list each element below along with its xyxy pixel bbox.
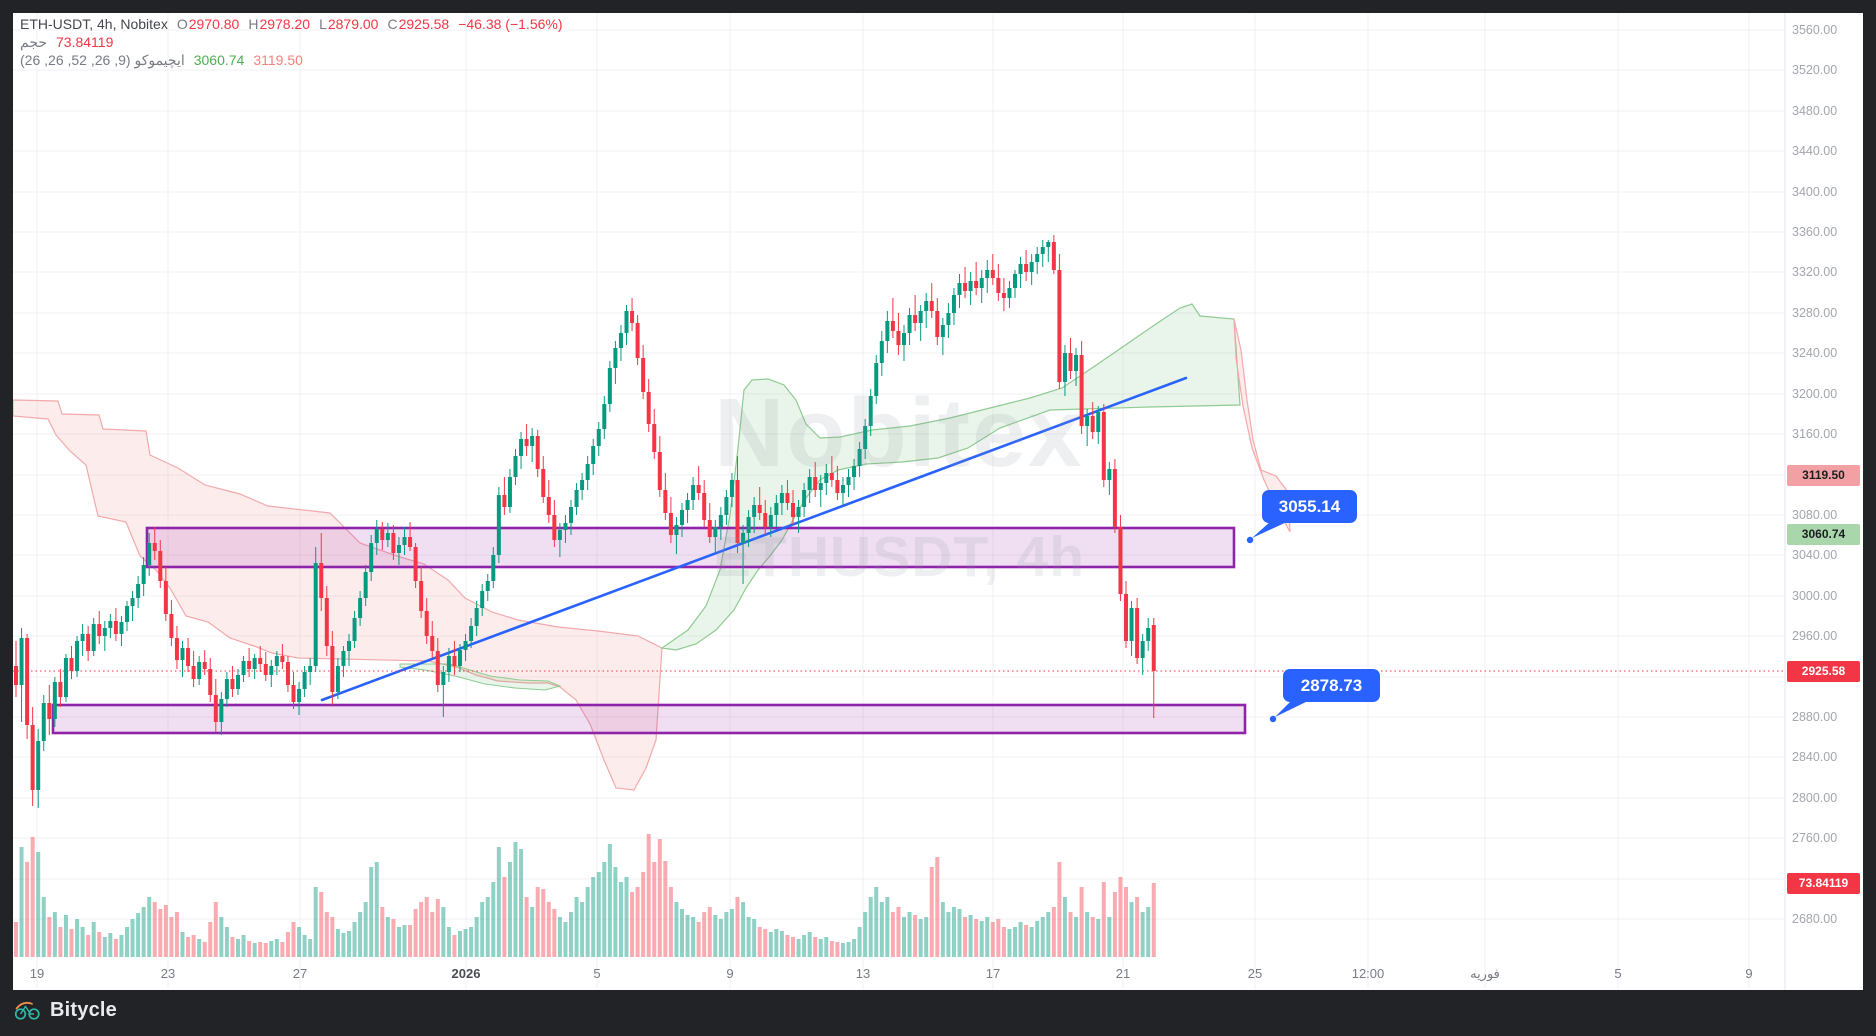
frame-left [0, 0, 13, 1036]
svg-text:25: 25 [1248, 966, 1262, 981]
callout-3055[interactable]: 3055.14 [1262, 490, 1357, 523]
svg-text:23: 23 [161, 966, 175, 981]
svg-text:17: 17 [986, 966, 1000, 981]
frame-top [0, 0, 1876, 13]
candles-layer [14, 235, 1156, 808]
open-value: 2970.80 [188, 16, 240, 32]
svg-text:3480.00: 3480.00 [1792, 104, 1837, 118]
svg-text:3080.00: 3080.00 [1792, 508, 1837, 522]
senkou-a-value: 3060.74 [193, 52, 245, 68]
bitycle-logo[interactable]: Bitycle [14, 999, 117, 1022]
callout-2878[interactable]: 2878.73 [1283, 669, 1380, 702]
callout-2878-anchor[interactable] [1269, 715, 1277, 723]
legend-volume-row[interactable]: حجم 73.84119 [20, 33, 563, 51]
close-label: C [387, 16, 398, 32]
svg-text:2960.00: 2960.00 [1792, 629, 1837, 643]
svg-text:21: 21 [1116, 966, 1130, 981]
change-value: −46.38 (−1.56%) [458, 16, 563, 32]
volume-value: 73.84119 [56, 34, 114, 50]
high-value: 2978.20 [259, 16, 311, 32]
svg-text:27: 27 [293, 966, 307, 981]
svg-text:19: 19 [30, 966, 44, 981]
svg-text:فوریه: فوریه [1470, 966, 1500, 982]
svg-text:3400.00: 3400.00 [1792, 185, 1837, 199]
svg-text:2880.00: 2880.00 [1792, 710, 1837, 724]
callout-3055-anchor[interactable] [1246, 536, 1254, 544]
volume-label: حجم [20, 34, 48, 50]
svg-text:3360.00: 3360.00 [1792, 225, 1837, 239]
high-label: H [248, 16, 259, 32]
low-label: L [319, 16, 327, 32]
svg-text:3520.00: 3520.00 [1792, 63, 1837, 77]
svg-text:3280.00: 3280.00 [1792, 306, 1837, 320]
svg-text:2026: 2026 [452, 966, 481, 981]
legend-ichimoku-row[interactable]: ایچیموکو (9, 26, 52, 26, 26) 3060.74 311… [20, 51, 563, 69]
svg-text:3560.00: 3560.00 [1792, 23, 1837, 37]
legend-ohlc-row[interactable]: ETH-USDT, 4h, Nobitex O 2970.80 H 2978.20 … [20, 15, 563, 33]
bitycle-bike-icon [14, 1001, 40, 1020]
bitycle-brand-label: Bitycle [50, 999, 117, 1021]
callout-3055-tail [1252, 521, 1289, 538]
svg-text:3240.00: 3240.00 [1792, 346, 1837, 360]
plot-background [13, 13, 1863, 990]
senkou-b-value: 3119.50 [253, 52, 303, 68]
senkou-b-price-badge: 3119.50 [1787, 464, 1860, 486]
svg-text:2840.00: 2840.00 [1792, 750, 1837, 764]
svg-text:13: 13 [856, 966, 870, 981]
svg-text:2680.00: 2680.00 [1792, 912, 1837, 926]
supply-zone-upper[interactable] [145, 526, 1236, 569]
svg-text:3200.00: 3200.00 [1792, 387, 1837, 401]
svg-text:5: 5 [1614, 966, 1621, 981]
svg-text:3160.00: 3160.00 [1792, 427, 1837, 441]
legend: ETH-USDT, 4h, Nobitex O 2970.80 H 2978.20 … [20, 15, 563, 69]
senkou-a-price-badge: 3060.74 [1787, 523, 1860, 545]
open-label: O [176, 16, 188, 32]
close-value: 2925.58 [398, 16, 450, 32]
footer-bar: Bitycle [0, 990, 1876, 1036]
low-value: 2879.00 [327, 16, 379, 32]
symbol-title[interactable]: ETH-USDT, 4h, Nobitex [20, 16, 168, 32]
svg-text:9: 9 [726, 966, 733, 981]
frame-right [1863, 0, 1876, 1036]
svg-text:2800.00: 2800.00 [1792, 791, 1837, 805]
svg-text:3440.00: 3440.00 [1792, 144, 1837, 158]
ichimoku-label: ایچیموکو (9, 26, 52, 26, 26) [20, 52, 185, 68]
price-axis[interactable]: 3560.00 3520.00 3480.00 3440.00 3400.00 3360.… [1792, 23, 1837, 926]
demand-zone-lower[interactable] [51, 703, 1247, 735]
svg-text:3320.00: 3320.00 [1792, 265, 1837, 279]
svg-text:2760.00: 2760.00 [1792, 831, 1837, 845]
volume-layer [14, 834, 1156, 957]
ichimoku-cloud [12, 303, 1291, 791]
svg-text:9: 9 [1745, 966, 1752, 981]
svg-text:3040.00: 3040.00 [1792, 548, 1837, 562]
volume-badge: 73.84119 [1787, 872, 1860, 894]
callout-2878-tail [1275, 700, 1310, 717]
svg-text:5: 5 [593, 966, 600, 981]
svg-text:3000.00: 3000.00 [1792, 589, 1837, 603]
grid-layer [13, 13, 1785, 990]
last-price-badge: 2925.58 [1787, 660, 1860, 682]
svg-text:12:00: 12:00 [1352, 966, 1385, 981]
time-axis[interactable]: 19 23 27 2026 5 9 13 17 21 25 12:00 فوریه 5 9 [30, 966, 1753, 982]
